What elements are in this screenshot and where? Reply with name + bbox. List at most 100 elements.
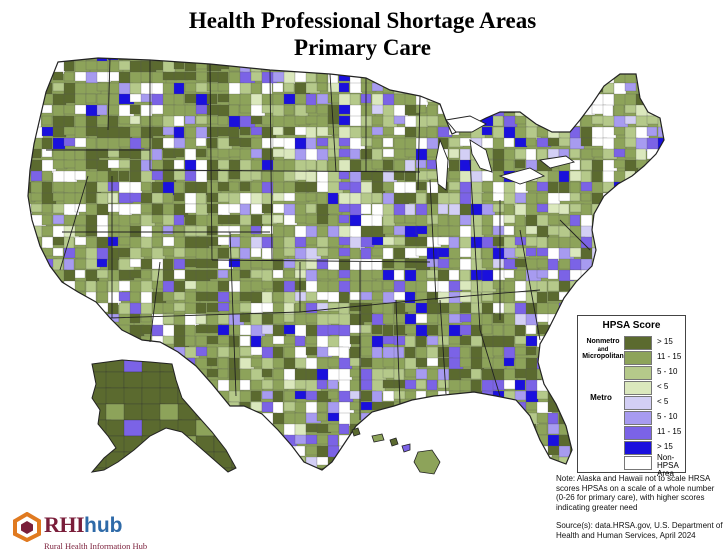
borough-cell	[105, 467, 129, 472]
county-cell	[41, 423, 58, 436]
county-cell	[206, 357, 218, 367]
county-cell	[657, 159, 664, 174]
county-cell	[383, 479, 394, 492]
county-cell	[129, 58, 145, 60]
county-cell	[470, 170, 484, 183]
county-cell	[415, 401, 431, 411]
county-cell	[613, 247, 626, 257]
county-cell	[206, 302, 220, 313]
county-cell	[96, 126, 110, 139]
county-cell	[239, 192, 252, 205]
borough-cell	[195, 387, 219, 405]
county-cell	[63, 401, 80, 411]
county-cell	[646, 93, 661, 108]
county-cell	[448, 93, 465, 104]
county-cell	[613, 269, 629, 284]
county-cell	[52, 412, 67, 422]
county-cell	[327, 247, 340, 260]
county-cell	[28, 346, 31, 358]
county-cell	[503, 291, 515, 304]
county-cell	[107, 93, 121, 107]
county-cell	[558, 181, 570, 194]
county-cell	[118, 302, 132, 316]
county-cell	[547, 58, 563, 62]
county-cell	[250, 126, 263, 136]
county-cell	[382, 60, 396, 73]
county-cell	[206, 126, 219, 138]
legend-label-metro-5-10: 5 - 10	[657, 412, 678, 421]
county-cell	[228, 126, 240, 139]
county-cell	[481, 456, 496, 469]
county-cell	[184, 93, 198, 104]
county-cell	[52, 58, 66, 60]
county-cell	[481, 412, 493, 426]
county-cell	[338, 247, 352, 257]
county-cell	[459, 423, 476, 438]
county-cell	[635, 236, 647, 248]
borough-cell	[231, 419, 236, 437]
county-cell	[327, 269, 339, 280]
county-cell	[261, 445, 276, 460]
county-cell	[657, 247, 664, 258]
county-cell	[525, 346, 537, 356]
county-cell	[41, 280, 54, 295]
map-subtitle: Primary Care	[294, 35, 431, 60]
borough-cell	[141, 467, 162, 472]
county-cell	[602, 291, 619, 304]
county-cell	[471, 479, 486, 490]
rhihub-logo[interactable]: RHI hub Rural Health Information Hub	[12, 512, 162, 556]
county-cell	[41, 434, 54, 445]
county-cell	[382, 412, 394, 424]
county-cell	[481, 71, 493, 82]
county-cell	[272, 313, 286, 325]
borough-cell	[177, 403, 199, 421]
county-cell	[350, 479, 363, 492]
county-cell	[492, 115, 504, 127]
county-cell	[52, 423, 67, 436]
county-cell	[470, 104, 487, 117]
county-cell	[580, 192, 592, 202]
county-cell	[360, 126, 374, 138]
county-cell	[129, 456, 143, 467]
county-cell	[669, 116, 682, 127]
county-cell	[481, 401, 496, 415]
county-cell	[74, 390, 89, 401]
county-cell	[360, 423, 374, 436]
county-cell	[657, 269, 664, 281]
county-cell	[250, 313, 263, 327]
county-cell	[437, 313, 450, 327]
county-cell	[481, 368, 494, 382]
county-cell	[162, 280, 175, 294]
county-cell	[360, 60, 375, 70]
county-cell	[492, 280, 505, 290]
county-cell	[657, 58, 664, 64]
county-cell	[63, 456, 76, 470]
county-cell	[63, 60, 75, 72]
county-cell	[30, 280, 46, 295]
county-cell	[404, 313, 417, 325]
county-cell	[547, 71, 564, 81]
county-cell	[448, 456, 460, 470]
county-cell	[294, 58, 311, 64]
county-cell	[162, 203, 176, 216]
county-cell	[294, 445, 306, 457]
county-cell	[250, 236, 263, 250]
county-cell	[28, 324, 32, 336]
county-cell	[162, 258, 174, 271]
borough-cell	[92, 435, 109, 453]
county-cell	[481, 467, 494, 470]
county-cell	[283, 236, 297, 249]
county-cell	[492, 58, 504, 59]
county-cell	[195, 456, 210, 469]
county-cell	[481, 445, 495, 459]
county-cell	[514, 379, 526, 391]
borough-cell	[105, 371, 125, 389]
county-cell	[141, 479, 156, 489]
county-cell	[283, 192, 296, 202]
county-cell	[547, 82, 562, 93]
county-cell	[272, 93, 285, 107]
county-cell	[28, 148, 31, 159]
county-cell	[669, 160, 682, 171]
county-cell	[151, 445, 167, 460]
county-cell	[41, 357, 58, 368]
